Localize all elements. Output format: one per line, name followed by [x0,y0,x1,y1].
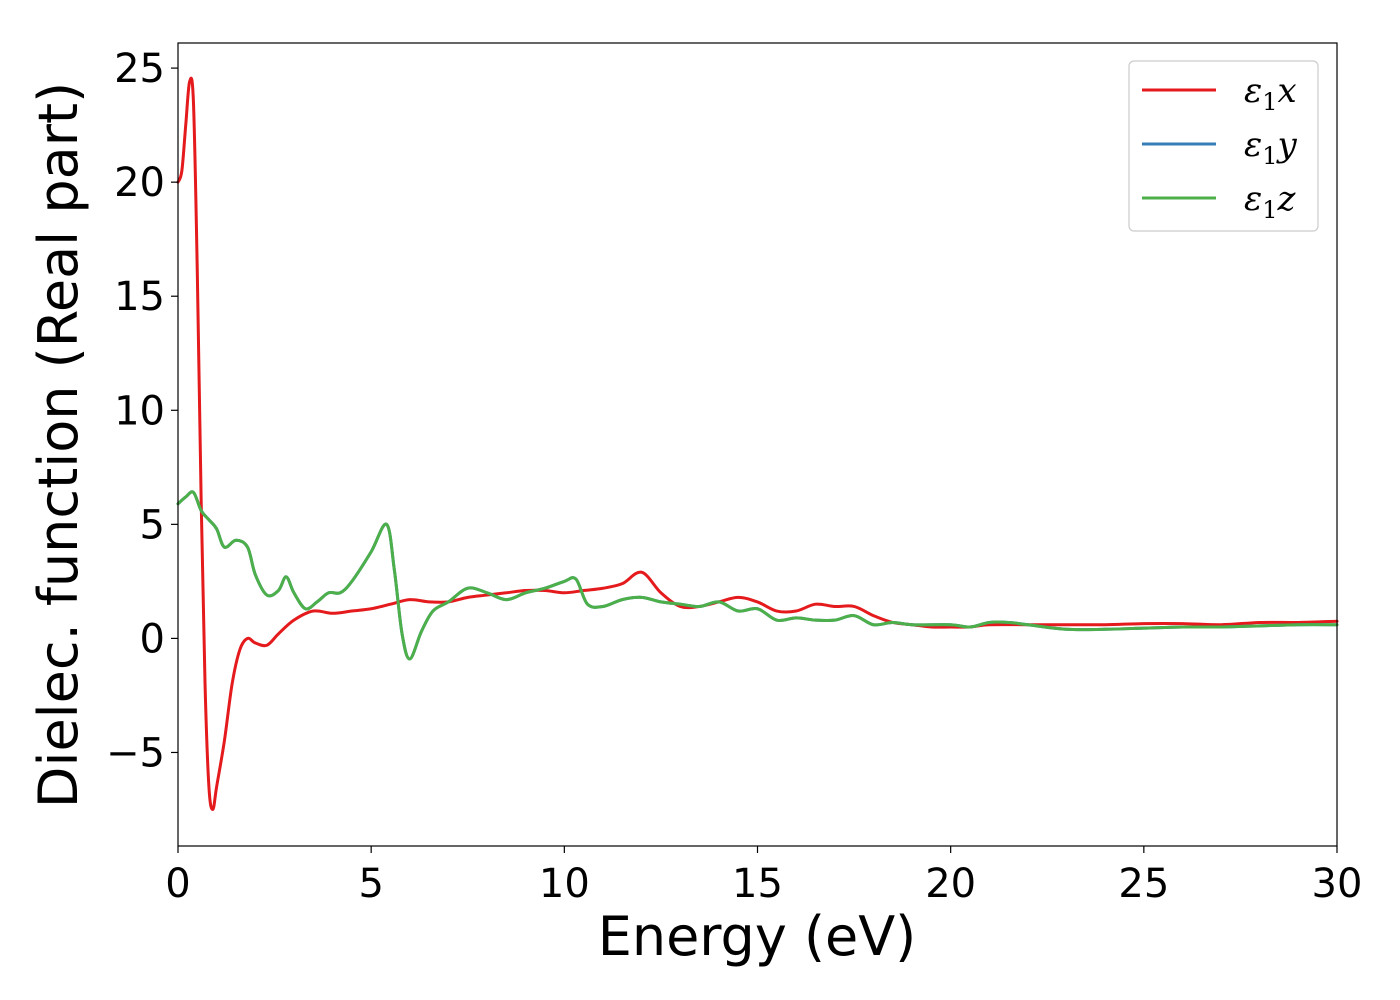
y-tick-label: 0 [140,616,165,662]
legend: ε1x ε1y ε1z [1128,60,1319,232]
y-tick-label: 20 [114,160,165,206]
legend-label-x: ε1x [1244,71,1297,116]
y-tick-label: 10 [114,388,165,434]
x-tick-label: 0 [165,861,190,907]
y-tick-label: −5 [106,730,165,776]
series-line-z [176,490,1339,661]
y-tick-label: 25 [114,46,165,92]
legend-box [1128,60,1319,232]
x-tick-label: 15 [732,861,783,907]
ticks-layer: 0 5 10 15 20 25 30 −5 0 5 10 15 20 25 [106,46,1362,907]
series-layer [176,76,1339,811]
y-axis-title: Dielec. function (Real part) [27,82,90,808]
legend-label-z: ε1z [1244,179,1297,224]
x-axis-title: Energy (eV) [598,905,917,968]
legend-entries: ε1x ε1y ε1z [1142,71,1298,224]
y-tick-label: 15 [114,274,165,320]
x-tick-label: 10 [539,861,590,907]
x-tick-label: 20 [925,861,976,907]
legend-label-y: ε1y [1244,125,1298,170]
y-tick-label: 5 [140,502,165,548]
series-line-y [176,490,1339,661]
x-tick-label: 25 [1118,861,1169,907]
x-tick-label: 5 [358,861,383,907]
x-tick-label: 30 [1312,861,1363,907]
